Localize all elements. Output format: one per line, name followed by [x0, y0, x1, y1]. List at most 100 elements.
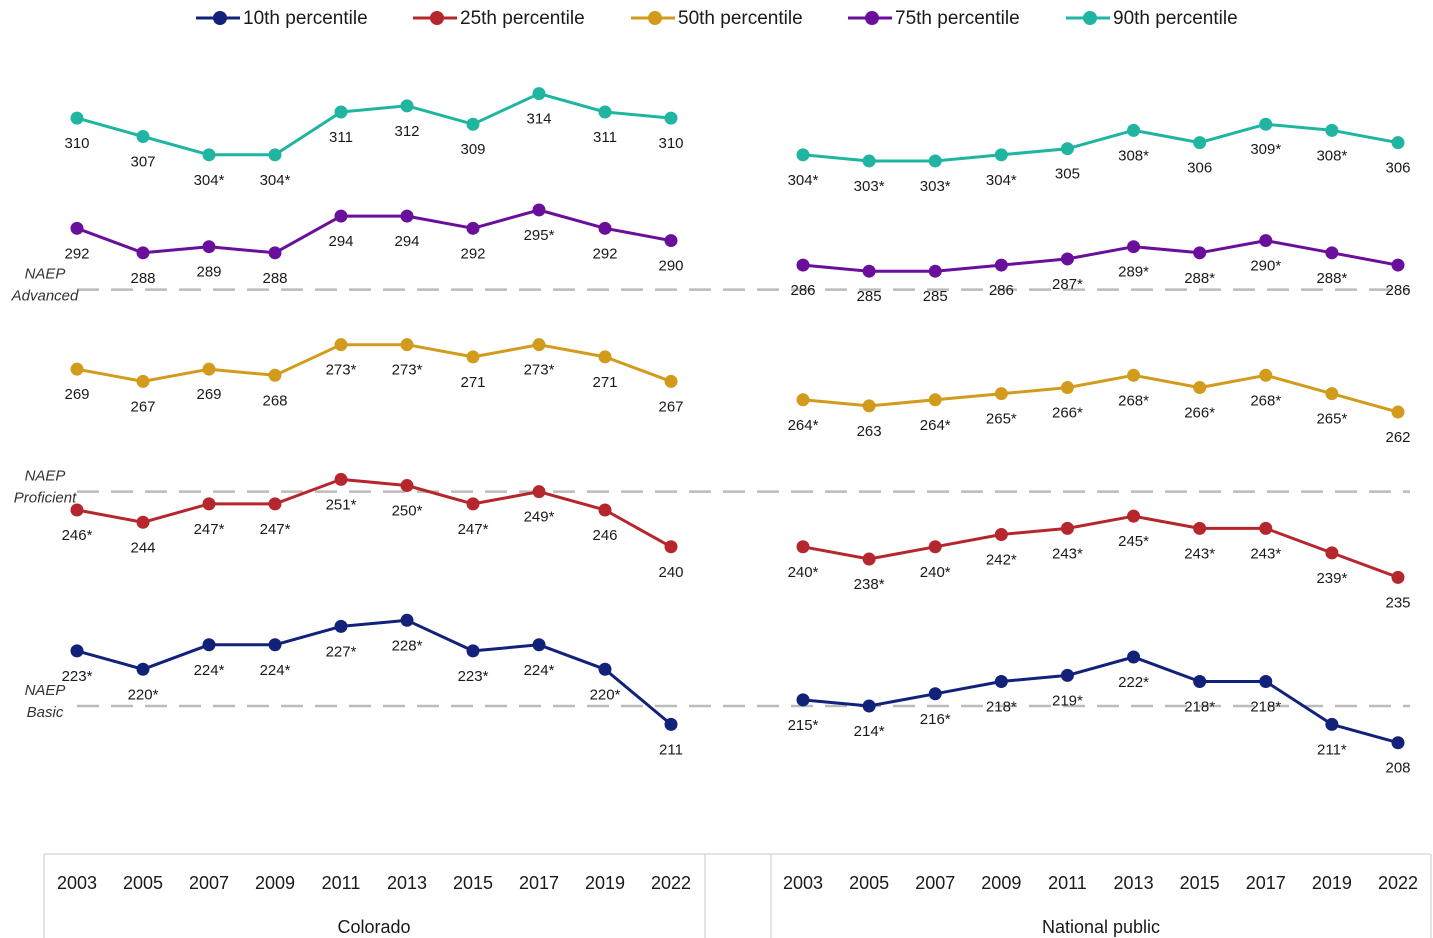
- data-label-national-public-90th-percentile-2009: 304*: [986, 172, 1017, 189]
- data-label-national-public-25th-percentile-2017: 243*: [1250, 545, 1281, 562]
- legend-marker-25th-percentile: [430, 11, 444, 25]
- data-point-colorado-90th-percentile-2007: [202, 148, 216, 162]
- x-tick-colorado-2009: 2009: [255, 873, 295, 893]
- x-tick-colorado-2013: 2013: [387, 873, 427, 893]
- series-line-colorado-75th-percentile: [76, 208, 672, 255]
- data-point-national-public-50th-percentile-2009: [994, 387, 1008, 401]
- data-label-national-public-75th-percentile-2017: 290*: [1250, 258, 1281, 275]
- data-point-colorado-10th-percentile-2022: [664, 717, 678, 731]
- data-point-national-public-25th-percentile-2013: [1127, 509, 1141, 523]
- data-label-colorado-75th-percentile-2011: 294: [328, 233, 353, 250]
- data-label-national-public-50th-percentile-2013: 268*: [1118, 392, 1149, 409]
- data-point-colorado-90th-percentile-2011: [334, 105, 348, 119]
- data-label-colorado-10th-percentile-2003: 223*: [62, 668, 93, 685]
- data-point-colorado-50th-percentile-2022: [664, 374, 678, 388]
- data-label-national-public-50th-percentile-2019: 265*: [1316, 411, 1347, 428]
- legend-label-10th-percentile: 10th percentile: [243, 8, 368, 29]
- ref-label-naep-basic-line1: NAEP: [25, 682, 66, 699]
- series-line-national-public-50th-percentile: [802, 373, 1399, 414]
- data-point-colorado-75th-percentile-2022: [664, 234, 678, 248]
- x-tick-national-public-2013: 2013: [1114, 873, 1154, 893]
- data-label-colorado-25th-percentile-2007: 247*: [194, 521, 225, 538]
- legend-marker-10th-percentile: [213, 11, 227, 25]
- data-point-national-public-75th-percentile-2005: [862, 264, 876, 278]
- data-point-national-public-50th-percentile-2003: [796, 393, 810, 407]
- data-point-national-public-90th-percentile-2003: [796, 148, 810, 162]
- data-point-national-public-50th-percentile-2015: [1193, 381, 1207, 395]
- legend-label-25th-percentile: 25th percentile: [460, 8, 585, 29]
- data-point-national-public-90th-percentile-2017: [1259, 117, 1273, 131]
- data-point-national-public-25th-percentile-2011: [1060, 521, 1074, 535]
- data-point-colorado-50th-percentile-2007: [202, 362, 216, 376]
- reference-lines: NAEP Basic NAEP Proficient NAEP Advanced: [11, 266, 1410, 721]
- data-label-national-public-50th-percentile-2003: 264*: [788, 417, 819, 434]
- data-label-national-public-75th-percentile-2003: 286: [790, 282, 815, 299]
- data-label-colorado-10th-percentile-2022: 211: [659, 741, 683, 758]
- data-label-colorado-25th-percentile-2019: 246: [592, 527, 617, 544]
- data-point-national-public-50th-percentile-2005: [862, 399, 876, 413]
- data-label-colorado-90th-percentile-2015: 309: [460, 141, 485, 158]
- data-point-national-public-10th-percentile-2022: [1391, 736, 1405, 750]
- series-line-national-public-25th-percentile: [802, 514, 1399, 579]
- data-label-national-public-90th-percentile-2007: 303*: [920, 178, 951, 195]
- data-point-colorado-25th-percentile-2007: [202, 497, 216, 511]
- legend-marker-75th-percentile: [865, 11, 879, 25]
- data-point-national-public-10th-percentile-2003: [796, 693, 810, 707]
- data-label-national-public-50th-percentile-2007: 264*: [920, 417, 951, 434]
- data-point-colorado-10th-percentile-2013: [400, 613, 414, 627]
- data-label-colorado-50th-percentile-2015: 271: [460, 374, 485, 391]
- x-tick-colorado-2015: 2015: [453, 873, 493, 893]
- data-point-national-public-90th-percentile-2011: [1060, 142, 1074, 156]
- x-tick-national-public-2005: 2005: [849, 873, 889, 893]
- legend-label-50th-percentile: 50th percentile: [678, 8, 803, 29]
- data-label-colorado-75th-percentile-2009: 288: [262, 270, 287, 287]
- data-point-national-public-10th-percentile-2015: [1193, 675, 1207, 689]
- data-label-national-public-75th-percentile-2011: 287*: [1052, 276, 1083, 293]
- data-label-colorado-25th-percentile-2022: 240: [658, 564, 683, 581]
- data-point-colorado-25th-percentile-2013: [400, 479, 414, 493]
- data-point-colorado-25th-percentile-2015: [466, 497, 480, 511]
- data-point-colorado-50th-percentile-2011: [334, 338, 348, 352]
- data-label-national-public-50th-percentile-2005: 263: [857, 423, 882, 440]
- data-point-national-public-75th-percentile-2017: [1259, 234, 1273, 248]
- data-point-colorado-90th-percentile-2019: [598, 105, 612, 119]
- data-point-national-public-75th-percentile-2011: [1060, 252, 1074, 266]
- data-point-national-public-75th-percentile-2022: [1391, 258, 1405, 272]
- data-point-colorado-75th-percentile-2017: [532, 203, 546, 217]
- data-point-national-public-50th-percentile-2019: [1325, 387, 1339, 401]
- series-line-colorado-90th-percentile: [76, 92, 672, 157]
- data-point-national-public-50th-percentile-2013: [1127, 368, 1141, 382]
- data-label-colorado-75th-percentile-2019: 292: [592, 245, 617, 262]
- data-label-national-public-10th-percentile-2011: 219*: [1052, 692, 1083, 709]
- x-axis: 2003 2005 2007 2009 2011 2013 2015 2017 2019 2022…: [43, 853, 1432, 938]
- data-label-national-public-75th-percentile-2009: 286: [989, 282, 1014, 299]
- data-point-national-public-25th-percentile-2009: [994, 528, 1008, 542]
- data-label-national-public-10th-percentile-2017: 218*: [1250, 699, 1281, 716]
- data-point-national-public-10th-percentile-2007: [928, 687, 942, 701]
- data-point-colorado-10th-percentile-2019: [598, 662, 612, 676]
- data-point-national-public-25th-percentile-2003: [796, 540, 810, 554]
- data-label-national-public-75th-percentile-2019: 288*: [1316, 270, 1347, 287]
- data-label-national-public-75th-percentile-2013: 289*: [1118, 264, 1149, 281]
- series-line-colorado-25th-percentile: [76, 477, 672, 549]
- data-point-national-public-90th-percentile-2007: [928, 154, 942, 168]
- data-point-national-public-75th-percentile-2013: [1127, 240, 1141, 254]
- data-point-colorado-50th-percentile-2009: [268, 368, 282, 382]
- data-label-national-public-90th-percentile-2005: 303*: [854, 178, 885, 195]
- data-label-colorado-90th-percentile-2009: 304*: [260, 172, 291, 189]
- data-label-colorado-10th-percentile-2015: 223*: [458, 668, 489, 685]
- data-label-colorado-25th-percentile-2003: 246*: [62, 527, 93, 544]
- data-point-national-public-75th-percentile-2009: [994, 258, 1008, 272]
- data-point-national-public-10th-percentile-2005: [862, 699, 876, 713]
- data-point-colorado-90th-percentile-2022: [664, 111, 678, 125]
- data-point-colorado-10th-percentile-2007: [202, 638, 216, 652]
- data-label-national-public-75th-percentile-2005: 285: [857, 288, 882, 305]
- data-point-national-public-50th-percentile-2017: [1259, 368, 1273, 382]
- data-point-colorado-25th-percentile-2022: [664, 540, 678, 554]
- data-label-colorado-50th-percentile-2019: 271: [592, 374, 617, 391]
- series-line-national-public-10th-percentile: [802, 655, 1399, 745]
- data-label-colorado-10th-percentile-2007: 224*: [194, 662, 225, 679]
- data-point-colorado-25th-percentile-2005: [136, 515, 150, 529]
- legend: 10th percentile 25th percentile 50th perce…: [196, 8, 1238, 29]
- data-label-national-public-25th-percentile-2007: 240*: [920, 564, 951, 581]
